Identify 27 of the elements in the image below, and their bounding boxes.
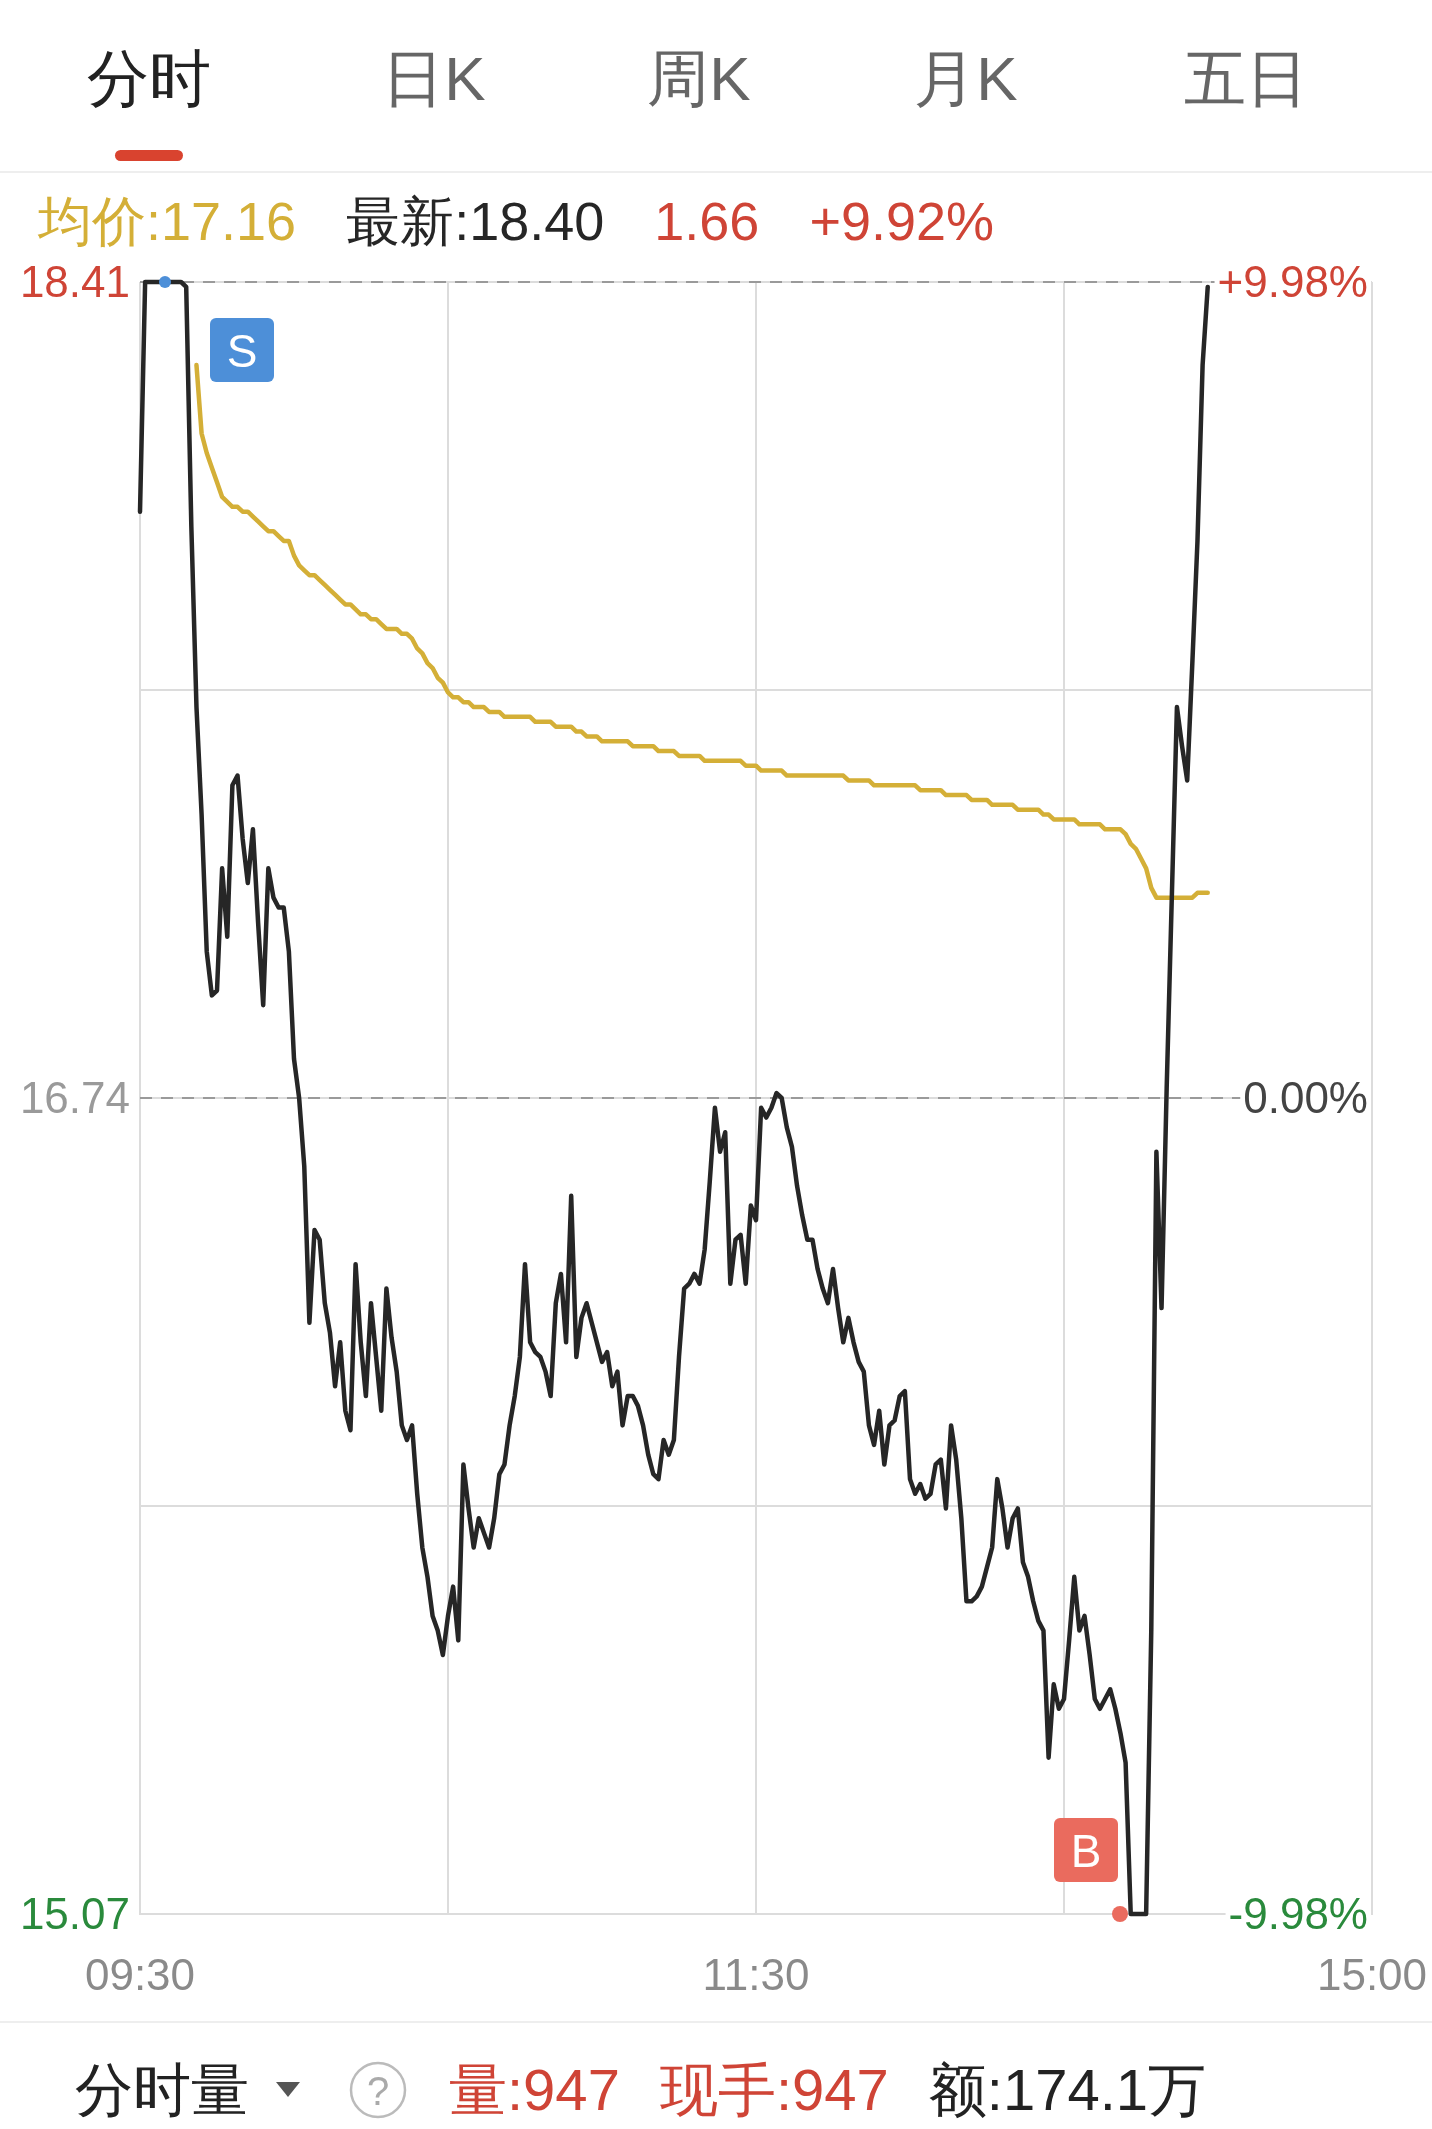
text: 均价:17.16 [37, 191, 297, 251]
x-tick-label: 09:30 [84, 1950, 196, 1999]
x-tick-label: 15:00 [1316, 1950, 1428, 1999]
text: 周K [647, 44, 751, 113]
text: 月K [914, 44, 1018, 113]
trade-marker: B [1054, 1818, 1118, 1882]
text: 日K [382, 44, 486, 113]
text: 量:947 [449, 2057, 620, 2122]
y2-tick-label: +9.98% [1217, 257, 1368, 307]
text: 分时量 [75, 2057, 249, 2122]
help-icon: ? [349, 2061, 407, 2119]
x-tick-label: 11:30 [702, 1950, 810, 1999]
text: 现手:947 [659, 2057, 889, 2122]
y2-tick-label: -9.98% [1228, 1889, 1368, 1939]
y2-tick-label: 0.00% [1243, 1073, 1368, 1123]
y-tick-label: 16.74 [19, 1073, 130, 1123]
text: 五日 [1184, 44, 1308, 113]
text: 额:174.1万 [928, 2057, 1207, 2122]
annotation: S [226, 325, 258, 377]
text: +9.92% [809, 191, 995, 251]
text: 1.66 [654, 191, 760, 251]
y-tick-label: 15.07 [19, 1889, 130, 1939]
trade-marker: S [210, 318, 274, 382]
annotation: B [1070, 1825, 1102, 1877]
text: 分时 [87, 44, 211, 113]
text: 最新:18.40 [346, 191, 605, 251]
y-tick-label: 18.41 [19, 257, 130, 307]
